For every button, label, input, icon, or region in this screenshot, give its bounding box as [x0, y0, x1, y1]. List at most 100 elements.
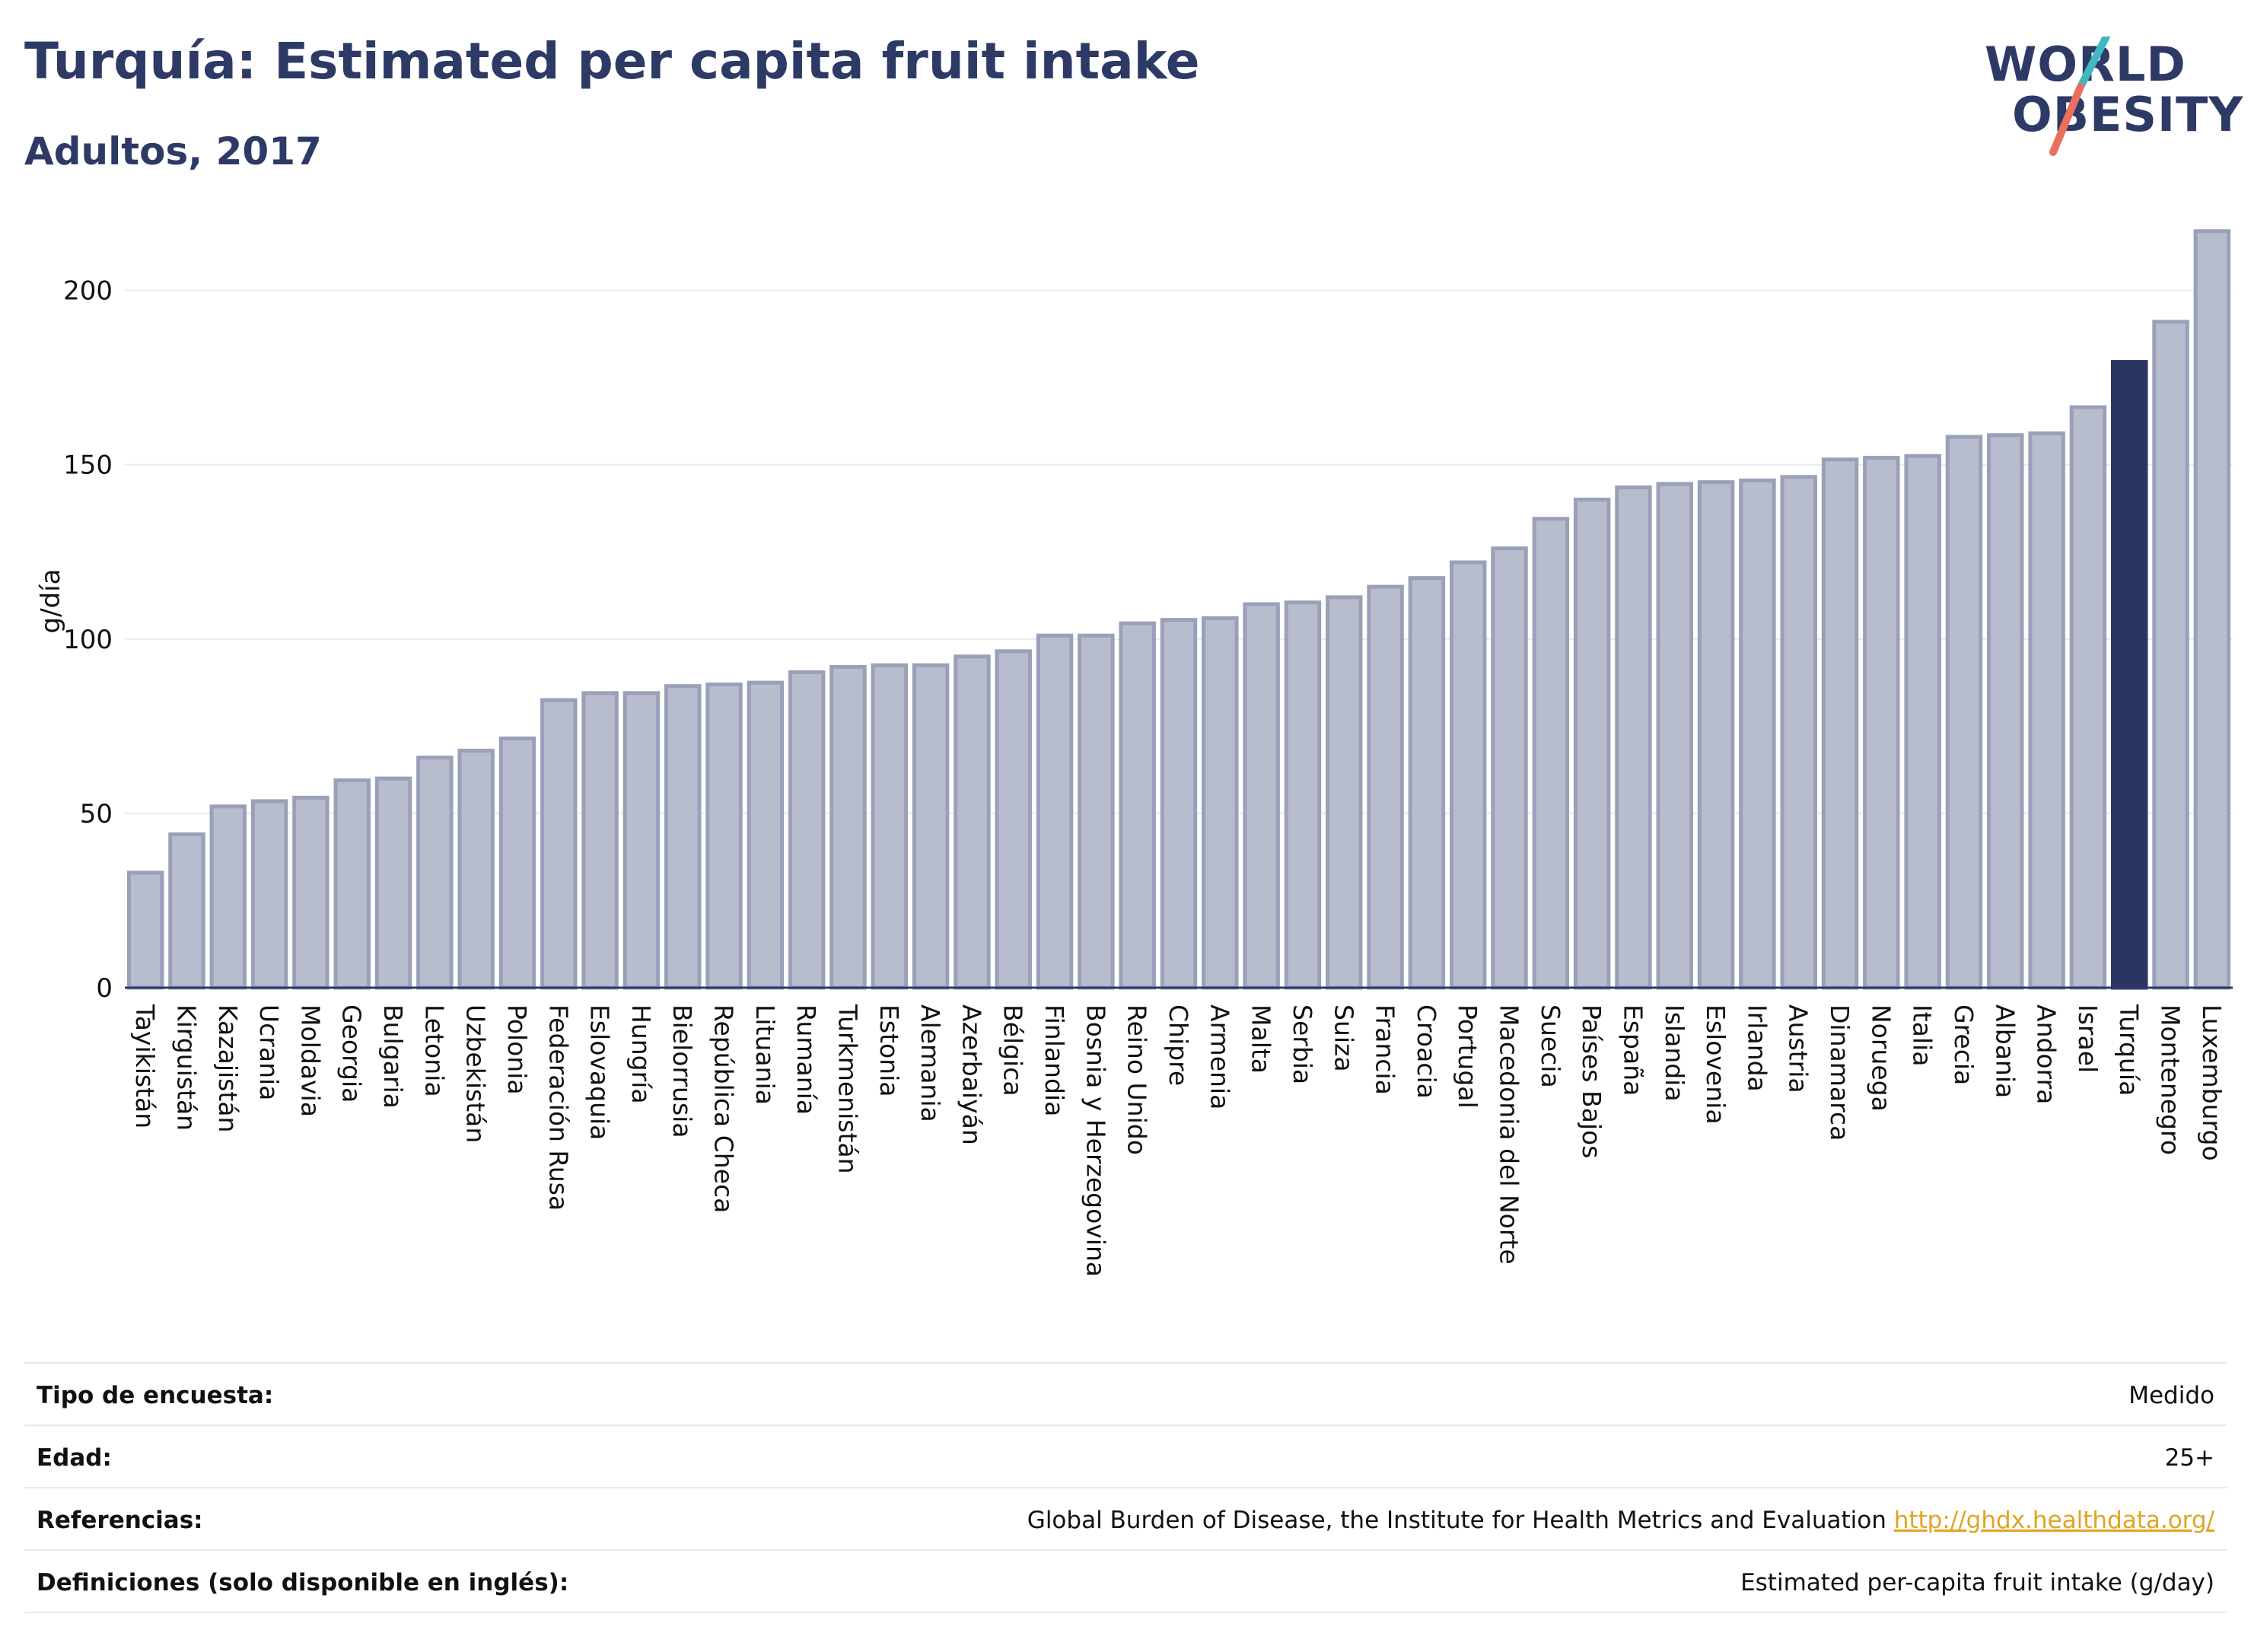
x-tick-label: Irlanda — [1742, 1004, 1772, 1092]
bar-bulgaria[interactable] — [374, 776, 412, 990]
x-tick-label: Chipre — [1164, 1004, 1193, 1086]
x-tick-label: Israel — [2073, 1004, 2103, 1073]
meta-label: Edad: — [37, 1444, 112, 1472]
meta-value: 25+ — [2164, 1444, 2214, 1472]
bar-ucrania[interactable] — [250, 799, 288, 990]
bar-moldavia[interactable] — [292, 795, 330, 990]
bar-luxemburgo[interactable] — [2193, 229, 2231, 990]
bar-eslovenia[interactable] — [1697, 480, 1735, 990]
x-tick-label: Federación Rusa — [543, 1004, 573, 1211]
bar-bielorrusia[interactable] — [664, 684, 702, 990]
bar-bélgica[interactable] — [995, 649, 1032, 990]
x-tick-label: Rumanía — [791, 1004, 821, 1115]
x-tick-label: Suecia — [1536, 1004, 1565, 1088]
meta-value: Medido — [2128, 1382, 2214, 1409]
y-tick-label: 100 — [63, 625, 113, 655]
x-tick-label: España — [1618, 1004, 1648, 1096]
y-tick-label: 0 — [96, 973, 113, 1004]
bar-tayikistán[interactable] — [126, 871, 164, 990]
world-obesity-logo[interactable]: WORLD OBESITY — [1985, 37, 2243, 166]
bar-irlanda[interactable] — [1739, 478, 1776, 990]
bar-república-checa[interactable] — [705, 682, 743, 990]
bar-austria[interactable] — [1780, 475, 1817, 990]
bar-islandia[interactable] — [1656, 482, 1693, 990]
bar-chart: 0 50 100 150 200 Tayikistán Kirguistán Kazajis… — [36, 229, 2233, 1277]
x-tick-label: Países Bajos — [1577, 1004, 1606, 1158]
reference-link[interactable]: http://ghdx.healthdata.org/ — [1893, 1507, 2214, 1534]
x-tick-label: Islandia — [1660, 1004, 1689, 1102]
bar-georgia[interactable] — [333, 778, 371, 990]
bar-letonia[interactable] — [416, 756, 454, 990]
x-tick-label: Serbia — [1288, 1004, 1317, 1084]
bar-polonia[interactable] — [498, 736, 536, 990]
x-tick-label: Kazajistán — [213, 1004, 243, 1132]
x-tick-label: Noruega — [1866, 1004, 1896, 1112]
bar-kirguistán[interactable] — [168, 832, 205, 990]
bar-croacia[interactable] — [1408, 576, 1446, 990]
bar-armenia[interactable] — [1202, 616, 1239, 990]
bar-estonia[interactable] — [871, 663, 909, 990]
meta-label: Tipo de encuesta: — [37, 1382, 274, 1409]
bar-uzbekistán[interactable] — [457, 748, 495, 990]
bar-dinamarca[interactable] — [1821, 457, 1859, 990]
x-tick-label: Tayikistán — [130, 1004, 160, 1128]
bar-suecia[interactable] — [1532, 517, 1570, 990]
bar-francia[interactable] — [1367, 584, 1404, 990]
x-tick-label: Hungría — [626, 1004, 656, 1104]
x-tick-label: Armenia — [1205, 1004, 1234, 1109]
logo-line-2: OBESITY — [2012, 87, 2244, 142]
y-tick-labels: 0 50 100 150 200 — [63, 276, 113, 1004]
bar-eslovaquia[interactable] — [581, 691, 619, 990]
bar-reino-unido[interactable] — [1119, 621, 1156, 990]
bar-azerbaiyán[interactable] — [954, 654, 991, 990]
bar-montenegro[interactable] — [2152, 320, 2189, 990]
x-tick-label: Grecia — [1949, 1004, 1979, 1085]
meta-value: Global Burden of Disease, the Institute … — [1027, 1507, 2214, 1534]
bar-hungría[interactable] — [622, 691, 661, 990]
bar-países-bajos[interactable] — [1573, 498, 1611, 990]
bar-chipre[interactable] — [1160, 618, 1198, 990]
bar-israel[interactable] — [2069, 405, 2107, 990]
meta-label: Referencias: — [37, 1507, 203, 1534]
bar-españa[interactable] — [1615, 485, 1652, 990]
bar-grecia[interactable] — [1945, 434, 1983, 990]
bar-italia[interactable] — [1904, 454, 1941, 990]
x-tick-label: Turkmenistán — [833, 1004, 862, 1174]
x-tick-label: Austria — [1784, 1004, 1813, 1093]
x-tick-label: República Checa — [709, 1004, 739, 1213]
x-tick-label: Macedonia del Norte — [1495, 1004, 1524, 1265]
x-tick-label: Dinamarca — [1825, 1004, 1855, 1141]
bar-portugal[interactable] — [1449, 560, 1487, 990]
logo-slash-icon — [2049, 37, 2110, 156]
bar-malta[interactable] — [1243, 602, 1280, 990]
bar-serbia[interactable] — [1284, 600, 1322, 990]
bar-bosnia-y-herzegovina[interactable] — [1078, 633, 1115, 990]
meta-divider — [24, 1612, 2227, 1613]
y-axis-label: g/día — [36, 569, 66, 634]
meta-row-age: Edad: 25+ — [24, 1424, 2227, 1488]
bar-turquía[interactable] — [2110, 360, 2148, 990]
x-tick-label: Turquía — [2114, 1004, 2144, 1096]
x-tick-label: Ucrania — [254, 1004, 284, 1100]
bar-macedonia-del-norte[interactable] — [1491, 546, 1528, 990]
meta-row-survey-type: Tipo de encuesta: Medido — [24, 1362, 2227, 1426]
x-tick-label: Andorra — [2032, 1004, 2062, 1104]
x-tick-label: Suiza — [1329, 1004, 1358, 1072]
x-tick-label: Luxemburgo — [2197, 1004, 2227, 1161]
bar-alemania[interactable] — [912, 663, 950, 990]
bar-suiza[interactable] — [1326, 595, 1363, 990]
bar-rumanía[interactable] — [788, 670, 826, 990]
x-tick-label: Bélgica — [998, 1004, 1028, 1097]
bar-albania[interactable] — [1987, 433, 2024, 990]
bar-noruega[interactable] — [1863, 456, 1900, 990]
meta-value: Estimated per-capita fruit intake (g/day… — [1740, 1569, 2214, 1596]
bar-finlandia[interactable] — [1036, 633, 1074, 990]
x-tick-label: Georgia — [337, 1004, 367, 1103]
bar-andorra[interactable] — [2028, 431, 2065, 990]
x-tick-label: Estonia — [874, 1004, 904, 1097]
bar-lituania[interactable] — [747, 680, 785, 990]
bar-turkmenistán[interactable] — [829, 664, 867, 990]
x-tick-label: Malta — [1246, 1004, 1276, 1074]
bar-federación-rusa[interactable] — [540, 698, 578, 990]
bar-kazajistán[interactable] — [209, 804, 247, 990]
